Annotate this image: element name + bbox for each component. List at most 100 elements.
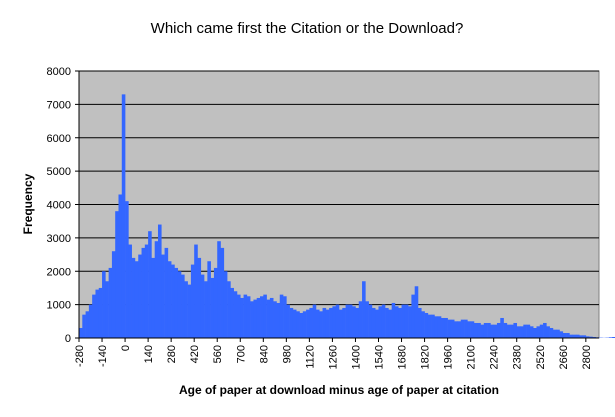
x-tick-label: -140: [97, 345, 109, 367]
bar: [296, 311, 300, 338]
y-axis-label: Frequency: [21, 173, 35, 234]
bar: [118, 194, 123, 338]
bar: [250, 301, 254, 338]
bar: [335, 304, 340, 339]
bar: [411, 294, 415, 338]
bar: [240, 297, 244, 338]
bar: [194, 244, 198, 338]
bar: [144, 244, 149, 338]
bar: [464, 319, 468, 338]
bar: [421, 311, 425, 338]
bar: [460, 319, 465, 338]
bar: [496, 322, 501, 338]
bar: [352, 306, 356, 338]
bar: [315, 309, 320, 338]
bar: [79, 327, 83, 338]
bar: [148, 231, 152, 338]
bar: [503, 322, 508, 338]
bar: [266, 299, 271, 338]
bar: [286, 304, 290, 339]
x-tick-label: 420: [189, 345, 201, 363]
chart-title: Which came first the Citation or the Dow…: [151, 20, 464, 37]
bar: [184, 281, 188, 338]
bar: [128, 244, 132, 338]
bar: [95, 289, 100, 338]
bar: [375, 309, 379, 338]
bar: [309, 307, 313, 338]
bar: [516, 326, 521, 338]
bar: [157, 224, 162, 338]
bar: [447, 319, 452, 338]
y-tick-label: 2000: [47, 266, 71, 278]
bar: [273, 301, 277, 338]
bar: [470, 321, 475, 338]
bar: [556, 329, 560, 338]
bar: [332, 306, 337, 338]
y-tick-label: 8000: [47, 66, 71, 78]
bar: [82, 314, 86, 338]
bar: [177, 271, 182, 338]
bar: [368, 304, 373, 339]
bar: [276, 302, 281, 338]
bar: [283, 296, 287, 338]
x-axis-ticks: -280 -140 0 140 280 420 560 700 840 980 1120 1260 14…: [74, 338, 593, 369]
bar: [263, 294, 267, 338]
bar: [608, 337, 613, 338]
bar: [197, 257, 202, 338]
bar: [513, 322, 518, 338]
x-tick-label: 2100: [466, 345, 478, 369]
x-tick-label: 560: [212, 345, 224, 363]
bar: [529, 326, 534, 338]
bar: [289, 307, 294, 338]
x-tick-label: 0: [120, 345, 132, 351]
bar: [134, 261, 139, 338]
bar: [306, 309, 310, 338]
bar: [200, 274, 205, 338]
bar: [404, 304, 409, 339]
bar: [585, 336, 590, 338]
bar: [431, 314, 435, 338]
bar: [427, 314, 432, 338]
bar: [477, 322, 481, 338]
bar: [92, 294, 96, 338]
bar: [302, 311, 307, 338]
bar: [362, 281, 366, 338]
bar: [102, 271, 106, 338]
y-tick-label: 4000: [47, 200, 71, 212]
bar: [401, 304, 406, 339]
bar: [98, 287, 103, 338]
bar: [181, 274, 185, 338]
x-tick-label: 840: [258, 345, 270, 363]
bar: [210, 277, 215, 338]
x-tick-label: 280: [166, 345, 178, 363]
bar: [339, 309, 343, 338]
bar: [371, 307, 376, 338]
bar: [131, 257, 136, 338]
bar: [167, 261, 172, 338]
bar: [500, 317, 504, 338]
y-tick-label: 5000: [47, 166, 71, 178]
y-tick-label: 3000: [47, 233, 71, 245]
bar: [260, 296, 264, 338]
bar: [256, 297, 261, 338]
bar: [523, 324, 527, 338]
bar: [312, 304, 317, 339]
bar: [154, 241, 159, 338]
bar: [493, 324, 498, 338]
bar: [569, 334, 573, 338]
bar: [171, 264, 175, 338]
x-tick-label: 1540: [374, 345, 386, 369]
x-tick-label: 2380: [512, 345, 524, 369]
bar: [437, 316, 442, 338]
bar: [138, 254, 142, 338]
y-tick-label: 7000: [47, 99, 71, 111]
bar: [85, 311, 90, 338]
bar: [111, 251, 116, 338]
bar: [526, 324, 531, 338]
bar: [444, 317, 448, 338]
bar: [269, 297, 274, 338]
bar: [612, 337, 615, 338]
bar: [572, 334, 577, 338]
bar: [246, 296, 251, 338]
bar: [220, 247, 225, 338]
